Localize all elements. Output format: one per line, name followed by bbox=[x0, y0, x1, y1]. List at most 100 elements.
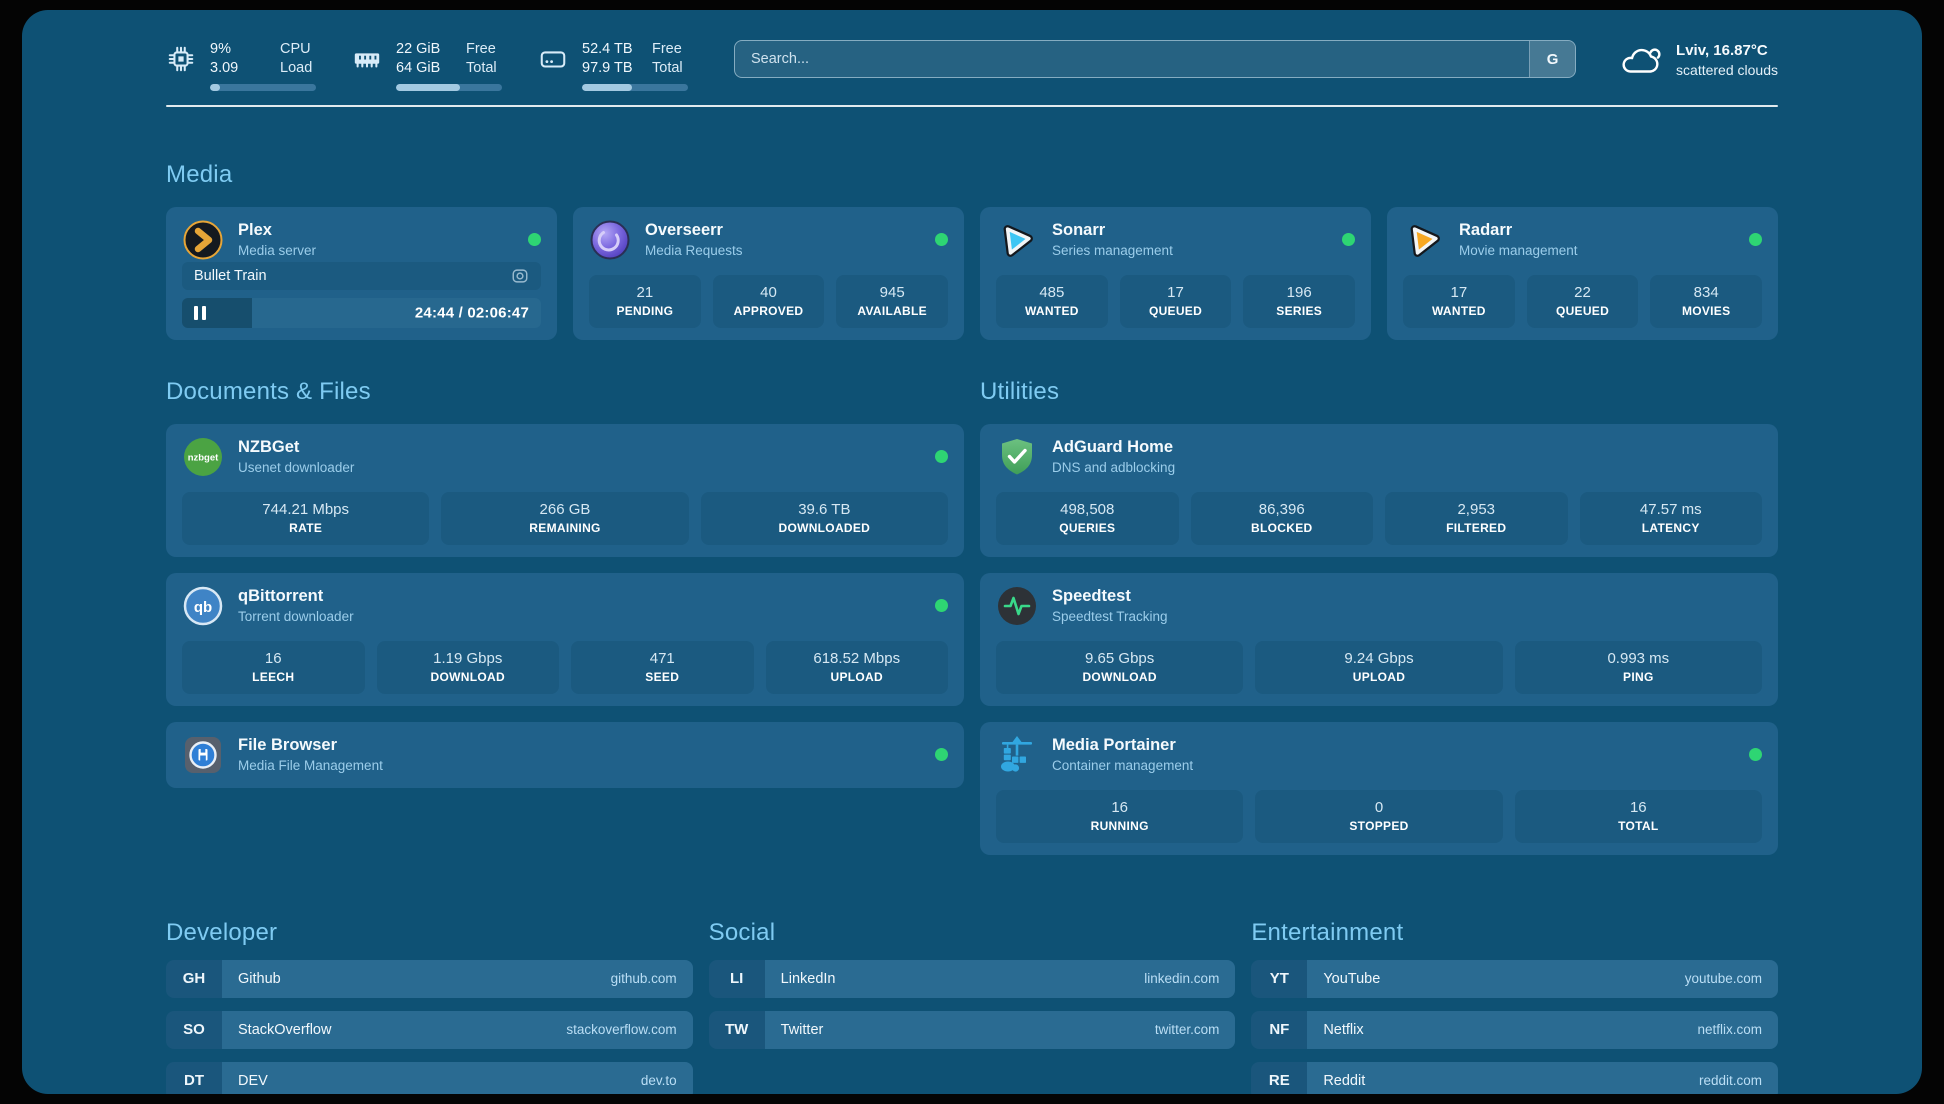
adguard-icon bbox=[1002, 438, 1032, 475]
stat-label: MOVIES bbox=[1681, 303, 1731, 318]
stat-label: UPLOAD bbox=[830, 669, 883, 684]
plex-icon bbox=[183, 220, 223, 260]
stat-label: PING bbox=[1623, 669, 1654, 684]
app-title: AdGuard Home bbox=[1052, 437, 1174, 456]
stat-label: SEED bbox=[645, 669, 680, 684]
stat-label: LEECH bbox=[252, 669, 295, 684]
filebrowser-icon bbox=[185, 736, 221, 773]
nzbget-icon: nzbget bbox=[184, 437, 222, 476]
now-playing-progress-bar[interactable]: 24:44 / 02:06:47 bbox=[182, 297, 541, 328]
link-row-stackoverflow[interactable]: SO StackOverflow stackoverflow.com bbox=[166, 1010, 693, 1049]
stat-label: SERIES bbox=[1276, 303, 1323, 318]
link-name: Github bbox=[238, 970, 281, 987]
stats-row: 498,508 QUERIES 86,396 BLOCKED 2,953 FIL… bbox=[996, 478, 1762, 545]
stat-label: DOWNLOAD bbox=[1082, 669, 1157, 684]
search-engine-button[interactable]: G bbox=[1529, 41, 1576, 78]
stat-box: 16 LEECH bbox=[182, 640, 365, 694]
stat-value: 471 bbox=[649, 649, 675, 667]
stat-value: 485 bbox=[1039, 283, 1065, 301]
app-card-qbittorrent[interactable]: qb qBittorrent Torrent downloader 16 LEE… bbox=[166, 572, 964, 706]
app-card-speedtest[interactable]: Speedtest Speedtest Tracking 9.65 Gbps D… bbox=[980, 572, 1778, 706]
stat-value: 22 bbox=[1574, 283, 1591, 301]
link-badge: DT bbox=[166, 1061, 222, 1094]
weather-condition: scattered clouds bbox=[1676, 62, 1778, 79]
link-url: netflix.com bbox=[1697, 1022, 1762, 1038]
app-card-plex[interactable]: Plex Media server Bullet Train 24:44 / 0… bbox=[166, 206, 557, 340]
stat-box: 47.57 ms LATENCY bbox=[1579, 491, 1762, 545]
stat-box: 9.65 Gbps DOWNLOAD bbox=[996, 640, 1244, 694]
link-row-reddit[interactable]: RE Reddit reddit.com bbox=[1251, 1061, 1778, 1094]
stat-value: 498,508 bbox=[1060, 500, 1115, 518]
stat-box: 86,396 BLOCKED bbox=[1190, 491, 1373, 545]
status-dot bbox=[935, 599, 948, 613]
stats-row: 485 WANTED 17 QUEUED 196 SERIES bbox=[996, 261, 1356, 328]
link-row-dev[interactable]: DT DEV dev.to bbox=[166, 1061, 693, 1094]
app-title: Speedtest bbox=[1052, 586, 1131, 605]
app-card-overseerr[interactable]: Overseerr Media Requests 21 PENDING 40 A… bbox=[573, 206, 964, 340]
stat-box: 618.52 Mbps UPLOAD bbox=[765, 640, 948, 694]
app-title: Overseerr bbox=[645, 220, 723, 239]
ram-usage-bar bbox=[396, 83, 502, 91]
storage-usage-bar bbox=[582, 83, 688, 91]
stat-value: 47.57 ms bbox=[1639, 500, 1702, 518]
stat-label: WANTED bbox=[1024, 303, 1079, 318]
stat-label: APPROVED bbox=[733, 303, 804, 318]
utilities-column: Utilities AdGuard Home bbox=[980, 378, 1778, 871]
app-card-radarr[interactable]: Radarr Movie management 17 WANTED 22 QUE… bbox=[1387, 206, 1778, 340]
stat-label: LATENCY bbox=[1641, 520, 1700, 535]
stats-row: 16 RUNNING 0 STOPPED 16 TOTAL bbox=[996, 776, 1762, 843]
app-card-filebrowser[interactable]: File Browser Media File Management bbox=[166, 721, 964, 788]
stat-value: 17 bbox=[1167, 283, 1184, 301]
cpu-usage-bar-fill bbox=[210, 83, 220, 91]
app-card-sonarr[interactable]: Sonarr Series management 485 WANTED 17 Q… bbox=[980, 206, 1371, 340]
stat-label: PENDING bbox=[616, 303, 674, 318]
link-badge: GH bbox=[166, 959, 222, 998]
link-row-netflix[interactable]: NF Netflix netflix.com bbox=[1251, 1010, 1778, 1049]
link-badge: SO bbox=[166, 1010, 222, 1049]
ram-total-label: Total bbox=[466, 59, 497, 76]
status-dot bbox=[935, 450, 948, 464]
stat-label: DOWNLOADED bbox=[778, 520, 871, 535]
ram-usage-bar-fill bbox=[396, 83, 460, 91]
pause-icon[interactable] bbox=[194, 305, 206, 320]
app-title: NZBGet bbox=[238, 437, 300, 456]
app-title: Plex bbox=[238, 220, 272, 239]
link-group-social: Social LI LinkedIn linkedin.com TW Twitt… bbox=[708, 919, 1236, 1049]
media-cards-row: Plex Media server Bullet Train 24:44 / 0… bbox=[166, 206, 1778, 340]
now-playing-settings-icon[interactable] bbox=[511, 267, 529, 285]
link-row-linkedin[interactable]: LI LinkedIn linkedin.com bbox=[708, 959, 1236, 998]
stat-label: FILTERED bbox=[1446, 520, 1507, 535]
stat-box: 21 PENDING bbox=[589, 274, 701, 328]
stat-label: AVAILABLE bbox=[857, 303, 927, 318]
stat-value: 86,396 bbox=[1258, 500, 1305, 518]
link-row-youtube[interactable]: YT YouTube youtube.com bbox=[1251, 959, 1778, 998]
stat-box: 0.993 ms PING bbox=[1514, 640, 1762, 694]
stat-box: 9.24 Gbps UPLOAD bbox=[1255, 640, 1503, 694]
stat-box: 744.21 Mbps RATE bbox=[182, 491, 430, 545]
link-row-github[interactable]: GH Github github.com bbox=[166, 959, 693, 998]
app-card-nzbget[interactable]: nzbget NZBGet Usenet downloader 744.21 M… bbox=[166, 423, 964, 557]
stat-value: 9.24 Gbps bbox=[1344, 649, 1414, 667]
status-dot bbox=[528, 233, 541, 247]
link-name: Reddit bbox=[1323, 1072, 1366, 1089]
stat-label: STOPPED bbox=[1349, 818, 1409, 833]
weather-widget: Lviv, 16.87°C scattered clouds bbox=[1618, 41, 1778, 80]
app-subtitle: Media Requests bbox=[645, 242, 743, 258]
portainer-icon bbox=[1001, 735, 1032, 772]
now-playing-title: Bullet Train bbox=[194, 267, 267, 284]
link-url: reddit.com bbox=[1698, 1073, 1762, 1089]
search-input[interactable] bbox=[735, 41, 1530, 78]
ram-icon bbox=[354, 53, 380, 68]
stat-label: RUNNING bbox=[1090, 818, 1149, 833]
stat-box: 16 TOTAL bbox=[1514, 789, 1762, 843]
app-card-portainer[interactable]: Media Portainer Container management 16 … bbox=[980, 721, 1778, 855]
stat-box: 2,953 FILTERED bbox=[1385, 491, 1568, 545]
app-card-adguard[interactable]: AdGuard Home DNS and adblocking 498,508 … bbox=[980, 423, 1778, 557]
search-bar: G bbox=[734, 40, 1577, 79]
section-title-utilities: Utilities bbox=[980, 377, 1060, 405]
storage-metric: 52.4 TB 97.9 TB Free Total bbox=[538, 40, 688, 91]
stats-row: 17 WANTED 22 QUEUED 834 MOVIES bbox=[1403, 261, 1763, 328]
link-row-twitter[interactable]: TW Twitter twitter.com bbox=[708, 1010, 1236, 1049]
speedtest-icon bbox=[998, 586, 1036, 625]
app-subtitle: DNS and adblocking bbox=[1052, 459, 1176, 475]
